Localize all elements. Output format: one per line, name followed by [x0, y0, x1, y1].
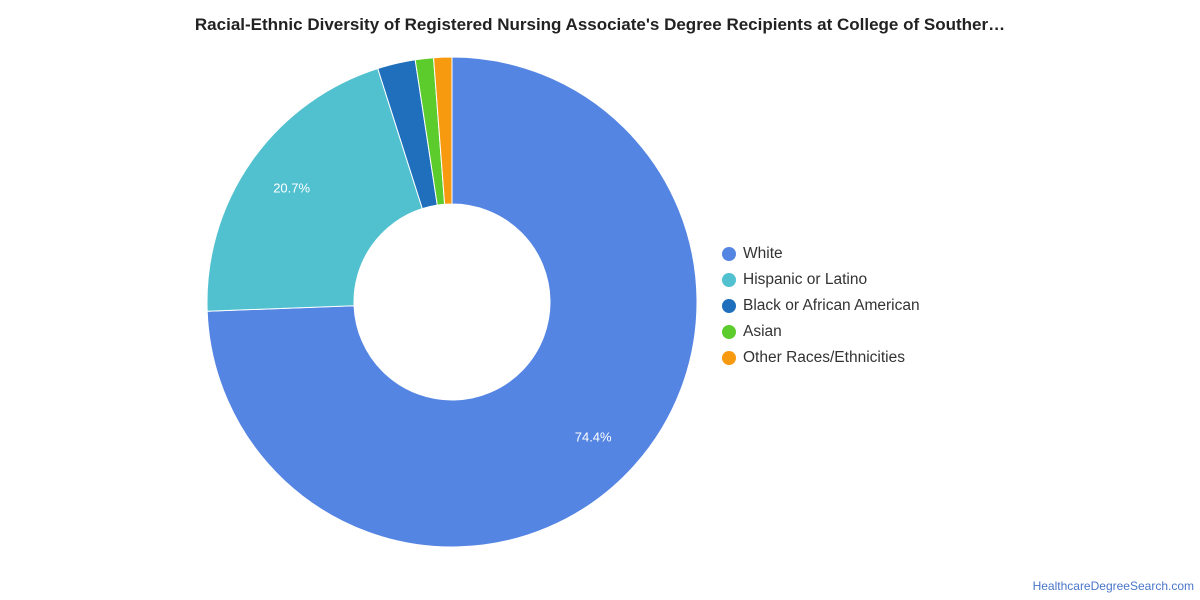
- data-label-white: 74.4%: [575, 429, 612, 444]
- legend-label: Black or African American: [743, 297, 920, 314]
- legend-label: Other Races/Ethnicities: [743, 349, 905, 366]
- legend-swatch: [722, 325, 736, 339]
- legend-swatch: [722, 299, 736, 313]
- legend-label: White: [743, 245, 783, 262]
- slice-hispanic-or-latino[interactable]: [206, 67, 423, 312]
- legend-swatch: [722, 247, 736, 261]
- legend-swatch: [722, 351, 736, 365]
- legend-item-white[interactable]: White: [722, 241, 920, 267]
- legend-label: Asian: [743, 323, 782, 340]
- legend-item-other-races-ethnicities[interactable]: Other Races/Ethnicities: [722, 345, 920, 371]
- source-link[interactable]: HealthcareDegreeSearch.com: [1032, 579, 1194, 593]
- legend-item-hispanic-or-latino[interactable]: Hispanic or Latino: [722, 267, 920, 293]
- legend-swatch: [722, 273, 736, 287]
- legend-item-asian[interactable]: Asian: [722, 319, 920, 345]
- chart-legend: White Hispanic or Latino Black or African …: [722, 241, 920, 371]
- slice-white[interactable]: [206, 56, 698, 548]
- data-label-hispanic-or-latino: 20.7%: [273, 181, 310, 196]
- slice-other-races-ethnicities[interactable]: [433, 56, 453, 205]
- legend-item-black-or-african-american[interactable]: Black or African American: [722, 293, 920, 319]
- legend-label: Hispanic or Latino: [743, 271, 868, 288]
- chart-title: Racial-Ethnic Diversity of Registered Nu…: [194, 15, 1006, 34]
